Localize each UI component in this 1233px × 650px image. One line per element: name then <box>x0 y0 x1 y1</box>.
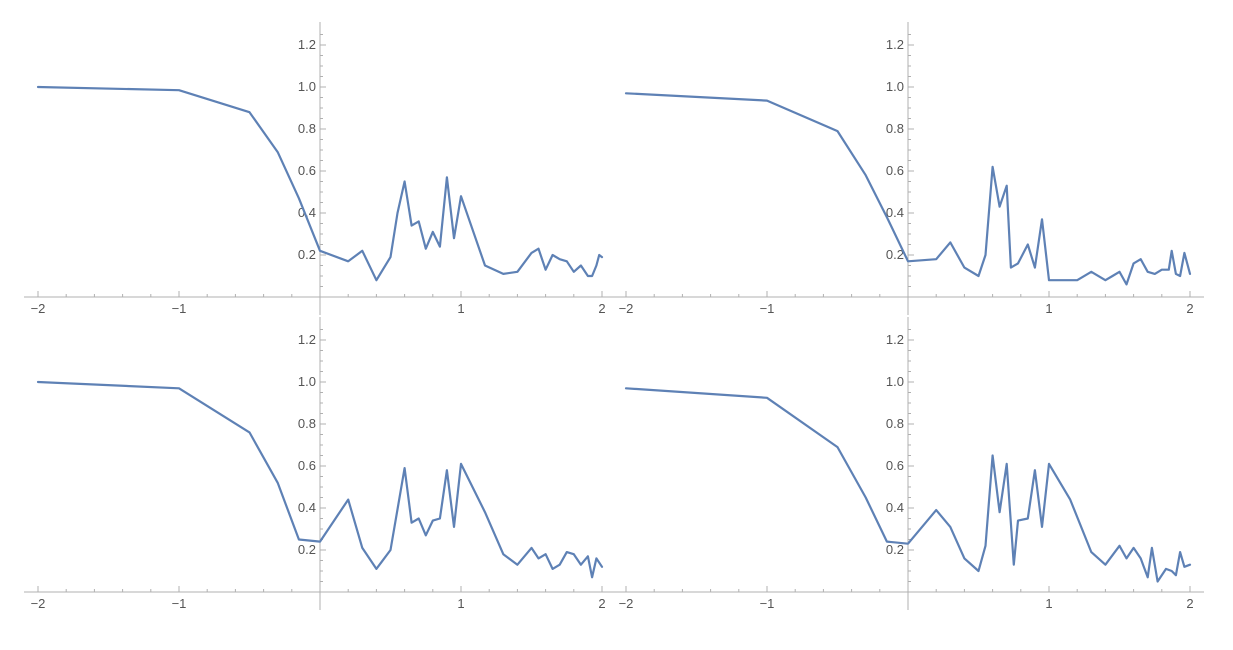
x-tick-label: 2 <box>598 301 605 316</box>
chart-panel-top-right: −2 −1 1 2 0.2 0.4 0.6 0.8 1.0 1.2 <box>612 22 1204 316</box>
x-tick-label: 2 <box>598 596 605 611</box>
y-tick-label: 0.8 <box>298 121 316 136</box>
x-tick-label: 1 <box>1045 596 1052 611</box>
y-tick-label: 1.0 <box>886 79 904 94</box>
y-tick-label: 0.4 <box>886 205 904 220</box>
x-tick-label: −2 <box>31 301 46 316</box>
series-line <box>36 85 604 282</box>
y-tick-label: 0.6 <box>298 458 316 473</box>
y-tick-label: 1.2 <box>886 37 904 52</box>
y-tick-label: 1.0 <box>886 374 904 389</box>
x-tick-label: 1 <box>457 301 464 316</box>
y-tick-label: 0.8 <box>886 416 904 431</box>
x-tick-label: 2 <box>1186 301 1193 316</box>
x-tick-label: −1 <box>172 596 187 611</box>
y-tick-label: 0.6 <box>886 163 904 178</box>
series-line <box>624 387 1192 583</box>
y-tick-label: 1.0 <box>298 79 316 94</box>
series-line <box>36 380 604 579</box>
y-tick-label: 0.6 <box>886 458 904 473</box>
y-tick-label: 0.8 <box>886 121 904 136</box>
chart-panel-top-left: −2 −1 1 20.20.40.60.81.01.2 <box>24 22 616 316</box>
series-line <box>624 92 1192 286</box>
y-tick-label: 0.8 <box>298 416 316 431</box>
y-tick-label: 1.2 <box>298 332 316 347</box>
y-tick-label: 0.2 <box>886 247 904 262</box>
x-tick-label: −2 <box>31 596 46 611</box>
x-tick-label: −2 <box>619 301 634 316</box>
y-tick-label: 1.2 <box>298 37 316 52</box>
y-tick-label: 0.2 <box>298 247 316 262</box>
x-tick-label: −1 <box>760 596 775 611</box>
y-tick-label: 0.6 <box>298 163 316 178</box>
x-tick-label: −1 <box>172 301 187 316</box>
y-tick-label: 1.0 <box>298 374 316 389</box>
y-tick-label: 0.2 <box>886 542 904 557</box>
y-tick-label: 0.2 <box>298 542 316 557</box>
x-tick-label: 1 <box>1045 301 1052 316</box>
x-tick-label: −1 <box>760 301 775 316</box>
y-tick-label: 0.4 <box>886 500 904 515</box>
chart-panel-bottom-left: −2 −1 1 2 0.2 0.4 0.6 0.8 1.0 1.2 <box>24 317 616 611</box>
y-tick-label: 0.4 <box>298 500 316 515</box>
chart-panel-bottom-right: −2 −1 1 2 0.2 0.4 0.6 0.8 1.0 1.2 <box>612 317 1204 611</box>
x-tick-label: 1 <box>457 596 464 611</box>
x-tick-label: −2 <box>619 596 634 611</box>
y-tick-label: 1.2 <box>886 332 904 347</box>
x-tick-label: 2 <box>1186 596 1193 611</box>
